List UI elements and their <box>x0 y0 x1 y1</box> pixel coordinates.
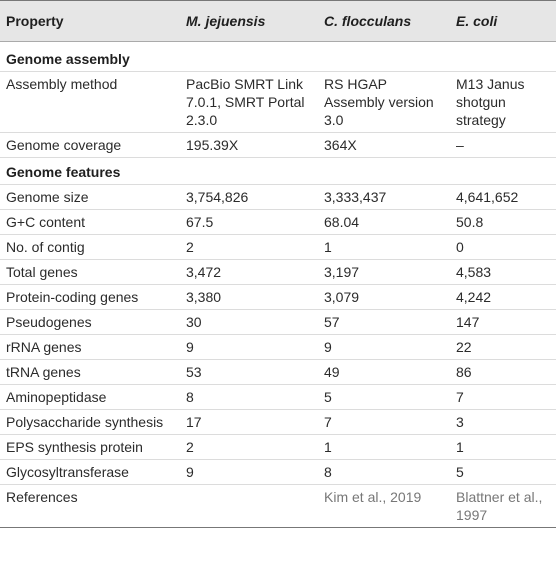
cell-e-coli: – <box>450 132 556 158</box>
cell-c-flocculans: RS HGAP Assembly version 3.0 <box>318 71 450 133</box>
table-row: No. of contig 2 1 0 <box>0 234 556 260</box>
cell-c-flocculans: 49 <box>318 359 450 385</box>
table-row: Genome size 3,754,826 3,333,437 4,641,65… <box>0 184 556 210</box>
row-label: Polysaccharide synthesis <box>0 409 180 435</box>
cell-m-jejuensis: 3,754,826 <box>180 184 318 210</box>
genome-comparison-table: Property M. jejuensis C. flocculans E. c… <box>0 0 556 528</box>
table-row: EPS synthesis protein 2 1 1 <box>0 434 556 460</box>
cell-e-coli: 0 <box>450 234 556 260</box>
cell-m-jejuensis: 67.5 <box>180 209 318 235</box>
cell-e-coli: 147 <box>450 309 556 335</box>
table-row: Glycosyltransferase 9 8 5 <box>0 459 556 485</box>
section-title-genome-assembly: Genome assembly <box>0 41 556 72</box>
table-row: Genome coverage 195.39X 364X – <box>0 132 556 158</box>
cell-m-jejuensis: 195.39X <box>180 132 318 158</box>
row-label: Total genes <box>0 259 180 285</box>
table-row-references: References Kim et al., 2019 Blattner et … <box>0 484 556 528</box>
row-label: Pseudogenes <box>0 309 180 335</box>
table-row: rRNA genes 9 9 22 <box>0 334 556 360</box>
cell-e-coli-reference: Blattner et al., 1997 <box>450 484 556 528</box>
section-row-genome-assembly: Genome assembly <box>0 41 556 72</box>
cell-m-jejuensis: 8 <box>180 384 318 410</box>
row-label: Glycosyltransferase <box>0 459 180 485</box>
cell-c-flocculans: 3,197 <box>318 259 450 285</box>
cell-c-flocculans: 7 <box>318 409 450 435</box>
row-label: Assembly method <box>0 71 180 133</box>
table-row: Aminopeptidase 8 5 7 <box>0 384 556 410</box>
row-label: EPS synthesis protein <box>0 434 180 460</box>
header-c-flocculans: C. flocculans <box>318 0 450 42</box>
section-row-genome-features: Genome features <box>0 157 556 185</box>
cell-m-jejuensis: PacBio SMRT Link 7.0.1, SMRT Portal 2.3.… <box>180 71 318 133</box>
header-e-coli: E. coli <box>450 0 556 42</box>
cell-e-coli: 4,641,652 <box>450 184 556 210</box>
cell-e-coli: 4,242 <box>450 284 556 310</box>
header-m-jejuensis: M. jejuensis <box>180 0 318 42</box>
row-label: References <box>0 484 180 528</box>
row-label: Genome coverage <box>0 132 180 158</box>
cell-m-jejuensis <box>180 484 318 528</box>
cell-c-flocculans: 68.04 <box>318 209 450 235</box>
table-row: Total genes 3,472 3,197 4,583 <box>0 259 556 285</box>
cell-m-jejuensis: 2 <box>180 234 318 260</box>
table-row: Assembly method PacBio SMRT Link 7.0.1, … <box>0 71 556 133</box>
cell-c-flocculans: 3,079 <box>318 284 450 310</box>
cell-m-jejuensis: 9 <box>180 334 318 360</box>
cell-m-jejuensis: 53 <box>180 359 318 385</box>
cell-m-jejuensis: 17 <box>180 409 318 435</box>
cell-c-flocculans-reference: Kim et al., 2019 <box>318 484 450 528</box>
cell-c-flocculans: 1 <box>318 234 450 260</box>
cell-c-flocculans: 1 <box>318 434 450 460</box>
table-header-row: Property M. jejuensis C. flocculans E. c… <box>0 0 556 42</box>
row-label: rRNA genes <box>0 334 180 360</box>
cell-m-jejuensis: 30 <box>180 309 318 335</box>
cell-e-coli: 3 <box>450 409 556 435</box>
cell-c-flocculans: 9 <box>318 334 450 360</box>
table-row: Polysaccharide synthesis 17 7 3 <box>0 409 556 435</box>
table-row: Protein-coding genes 3,380 3,079 4,242 <box>0 284 556 310</box>
cell-c-flocculans: 5 <box>318 384 450 410</box>
section-title-genome-features: Genome features <box>0 157 556 185</box>
cell-m-jejuensis: 9 <box>180 459 318 485</box>
row-label: Genome size <box>0 184 180 210</box>
cell-m-jejuensis: 2 <box>180 434 318 460</box>
cell-c-flocculans: 8 <box>318 459 450 485</box>
row-label: Protein-coding genes <box>0 284 180 310</box>
row-label: Aminopeptidase <box>0 384 180 410</box>
cell-e-coli: 1 <box>450 434 556 460</box>
cell-m-jejuensis: 3,380 <box>180 284 318 310</box>
table-row: tRNA genes 53 49 86 <box>0 359 556 385</box>
cell-e-coli: 4,583 <box>450 259 556 285</box>
cell-c-flocculans: 57 <box>318 309 450 335</box>
table-row: Pseudogenes 30 57 147 <box>0 309 556 335</box>
row-label: tRNA genes <box>0 359 180 385</box>
cell-e-coli: 22 <box>450 334 556 360</box>
cell-e-coli: 86 <box>450 359 556 385</box>
cell-e-coli: 50.8 <box>450 209 556 235</box>
cell-c-flocculans: 3,333,437 <box>318 184 450 210</box>
cell-e-coli: 5 <box>450 459 556 485</box>
cell-e-coli: M13 Janus shotgun strategy <box>450 71 556 133</box>
cell-c-flocculans: 364X <box>318 132 450 158</box>
row-label: No. of contig <box>0 234 180 260</box>
cell-e-coli: 7 <box>450 384 556 410</box>
cell-m-jejuensis: 3,472 <box>180 259 318 285</box>
row-label: G+C content <box>0 209 180 235</box>
header-property: Property <box>0 0 180 42</box>
table-row: G+C content 67.5 68.04 50.8 <box>0 209 556 235</box>
